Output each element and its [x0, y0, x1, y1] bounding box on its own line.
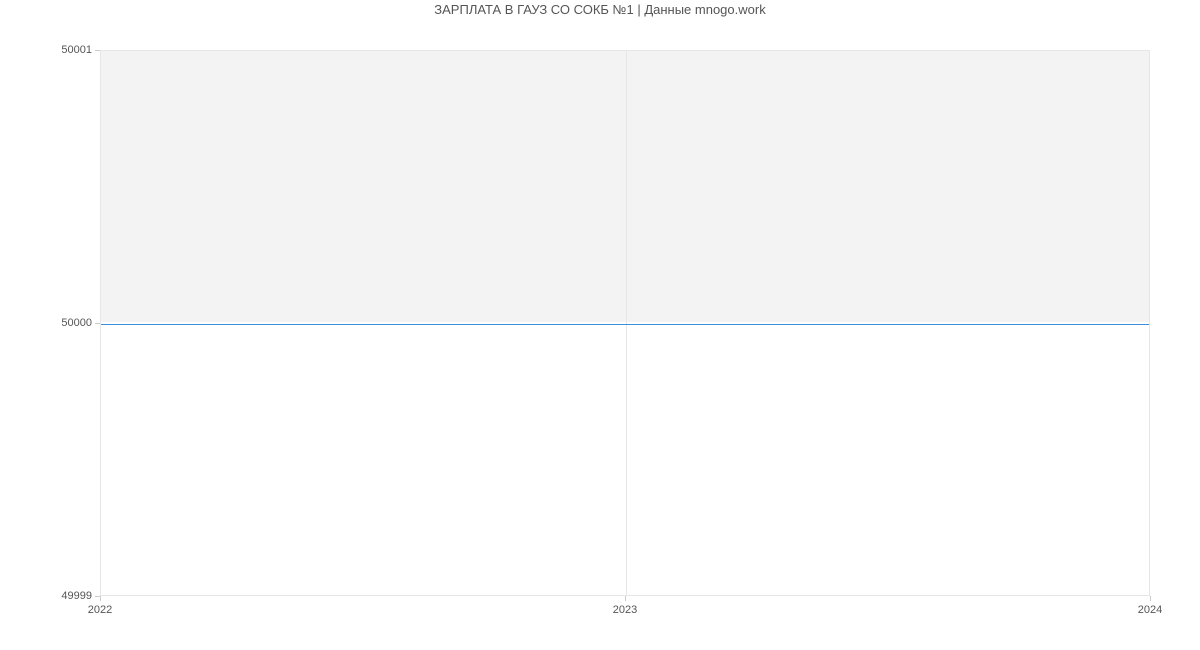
- salary-chart: ЗАРПЛАТА В ГАУЗ СО СОКБ №1 | Данные mnog…: [0, 0, 1200, 650]
- xtick-label-2023: 2023: [613, 604, 637, 616]
- ytick-mark: [95, 323, 100, 324]
- xtick-mark: [100, 596, 101, 601]
- plot-upper-band: [101, 51, 1149, 324]
- data-line: [101, 324, 1149, 325]
- xtick-label-2022: 2022: [88, 604, 112, 616]
- ytick-label-49999: 49999: [0, 590, 92, 602]
- plot-area: [100, 50, 1150, 596]
- ytick-mark: [95, 50, 100, 51]
- xtick-mark: [625, 596, 626, 601]
- chart-title: ЗАРПЛАТА В ГАУЗ СО СОКБ №1 | Данные mnog…: [0, 2, 1200, 17]
- xtick-label-2024: 2024: [1138, 604, 1162, 616]
- ytick-label-50001: 50001: [0, 44, 92, 56]
- xtick-mark: [1150, 596, 1151, 601]
- ytick-label-50000: 50000: [0, 317, 92, 329]
- xgridline-2023: [626, 51, 627, 595]
- plot-lower-band: [101, 322, 1149, 595]
